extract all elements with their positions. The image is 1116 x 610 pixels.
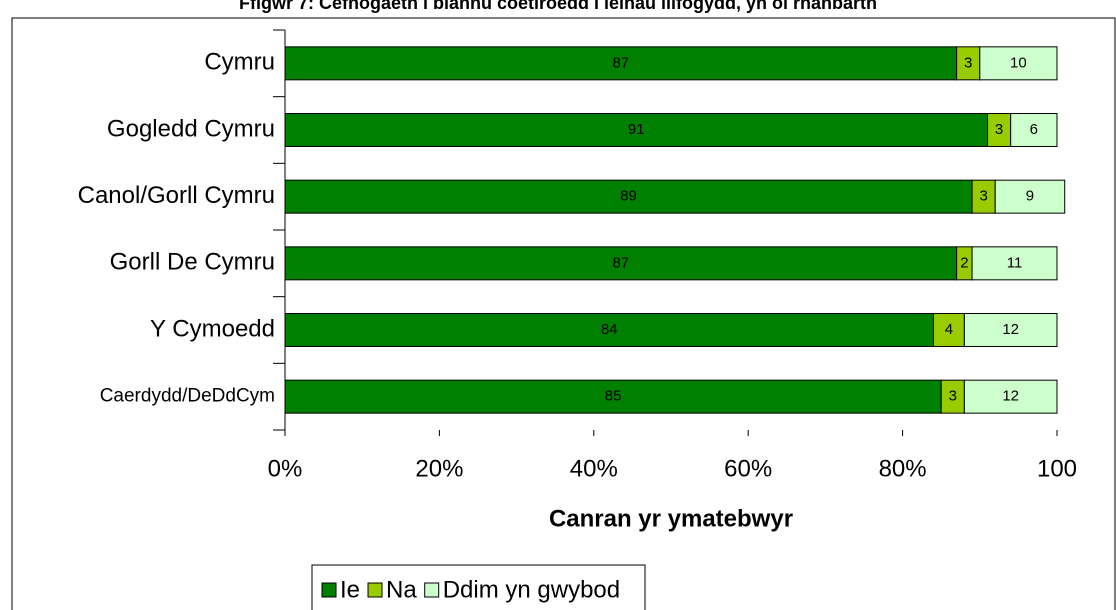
bar-segment (284, 179, 973, 214)
x-tick-label: 40% (570, 455, 618, 482)
legend-swatch (367, 582, 383, 598)
data-label: 11 (1007, 254, 1023, 271)
data-label: 2 (960, 254, 968, 271)
bar-segment (932, 313, 965, 347)
bar-segment (994, 179, 1066, 214)
data-label: 85 (605, 388, 622, 405)
y-tick-label: Cymru (204, 49, 275, 76)
data-label: 3 (949, 388, 957, 405)
x-tick-label: 100 (1037, 455, 1077, 482)
bar-segment (971, 246, 1058, 281)
x-tick-label: 20% (415, 455, 463, 482)
bar-segment (979, 46, 1058, 81)
data-label: 87 (612, 54, 629, 71)
legend-label: Ie (340, 576, 360, 603)
x-tick-label: 60% (724, 455, 772, 482)
legend-swatch (321, 582, 337, 598)
bar-segment (284, 46, 958, 81)
data-label: 12 (1002, 321, 1019, 338)
y-tick-label: Gorll De Cymru (110, 249, 275, 276)
y-tick-label: Canol/Gorll Cymru (78, 182, 275, 209)
data-label: 10 (1010, 54, 1027, 71)
data-label: 4 (945, 321, 953, 338)
bar-segment (284, 379, 942, 414)
chart-title: Ffigwr 7: Cefnogaeth i blannu coetiroedd… (239, 0, 877, 13)
bar-segment (284, 113, 989, 147)
x-tick-label: 0% (268, 455, 303, 482)
legend-swatch (424, 582, 440, 598)
y-tick-label: Gogledd Cymru (107, 115, 275, 142)
data-label: 87 (612, 254, 629, 271)
data-label: 6 (1030, 121, 1038, 138)
bar-segment (284, 313, 934, 347)
bar-segment (963, 379, 1058, 414)
data-label: 3 (979, 188, 987, 205)
x-axis-title: Canran yr ymatebwyr (549, 505, 793, 532)
legend-label: Ddim yn gwybod (443, 576, 620, 603)
data-label: 3 (964, 54, 972, 71)
legend-box (311, 564, 646, 610)
x-tick-label: 80% (879, 455, 927, 482)
bar-segment (284, 246, 958, 281)
bar-segment (963, 313, 1058, 347)
y-tick-label: Y Cymoedd (150, 315, 275, 342)
legend-label: Na (386, 576, 417, 603)
bar-segment (1010, 113, 1058, 147)
data-label: 91 (628, 121, 645, 138)
data-label: 89 (620, 188, 637, 205)
data-label: 3 (995, 121, 1003, 138)
data-label: 9 (1026, 188, 1034, 205)
data-label: 84 (601, 321, 618, 338)
y-tick-label: Caerdydd/DeDdCym (100, 386, 275, 407)
data-label: 12 (1002, 388, 1019, 405)
